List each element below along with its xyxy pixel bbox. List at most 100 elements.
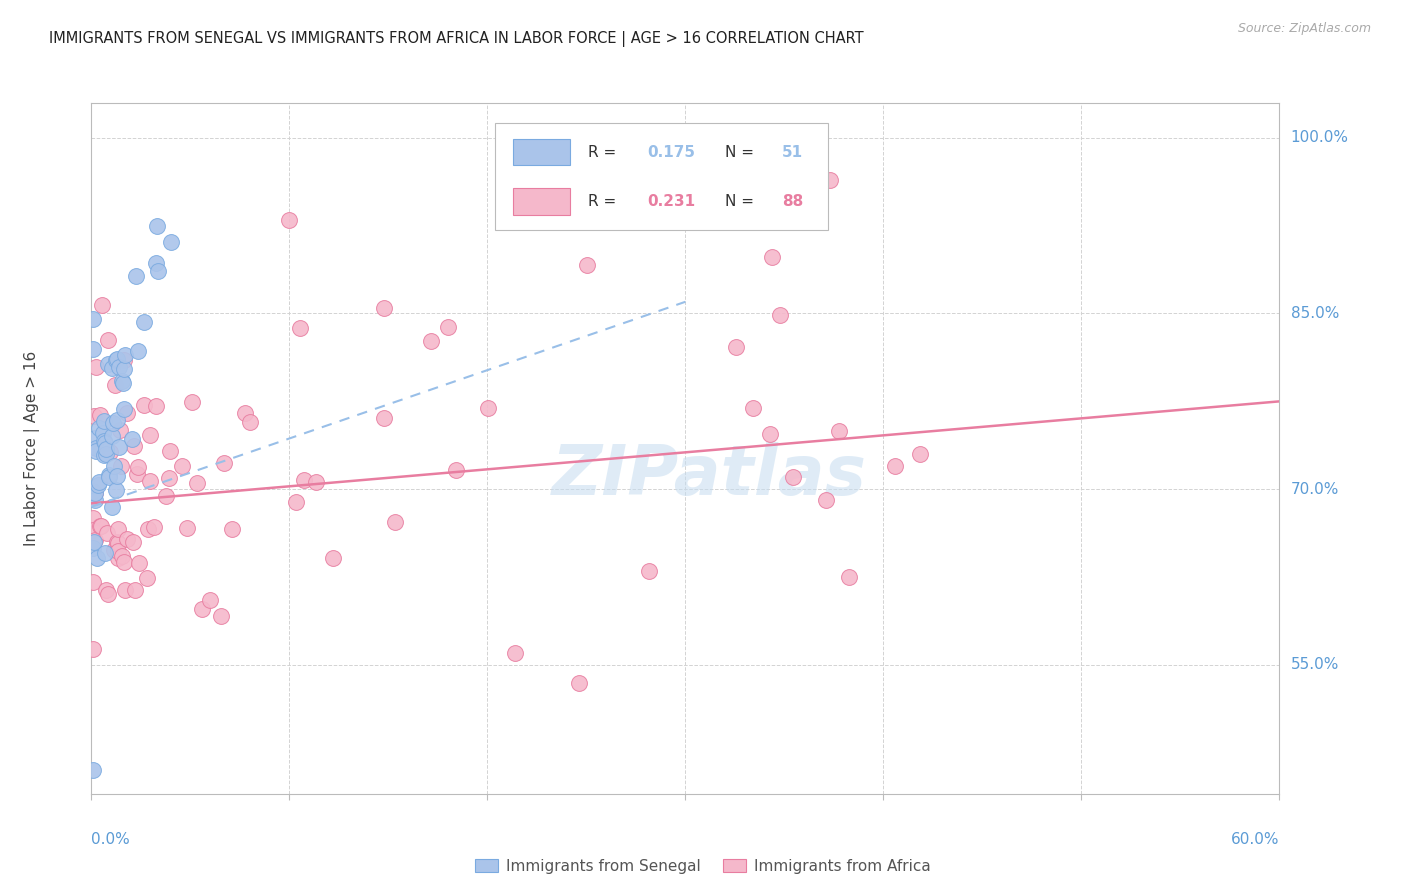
Point <box>294 473 316 487</box>
Point <box>420 334 443 348</box>
Point <box>322 551 344 566</box>
Point <box>117 533 139 547</box>
Point <box>288 320 311 334</box>
Text: R =: R = <box>588 145 621 160</box>
Point <box>93 414 115 428</box>
Point <box>135 571 157 585</box>
Text: 85.0%: 85.0% <box>1291 306 1339 321</box>
Point <box>89 518 111 533</box>
Text: 70.0%: 70.0% <box>1291 482 1339 497</box>
Point <box>444 463 467 477</box>
Point <box>239 416 262 430</box>
Point <box>741 401 763 415</box>
Point <box>125 268 148 283</box>
Point <box>145 255 167 269</box>
Text: ZIPatlas: ZIPatlas <box>551 442 866 509</box>
Point <box>122 439 145 453</box>
Point <box>105 352 128 367</box>
Point <box>159 235 181 249</box>
Text: In Labor Force | Age > 16: In Labor Force | Age > 16 <box>24 351 39 546</box>
Point <box>122 534 145 549</box>
Point <box>221 522 243 536</box>
Point <box>136 522 159 536</box>
Point <box>86 551 108 566</box>
Text: 51: 51 <box>782 145 803 160</box>
Point <box>97 357 120 371</box>
Point <box>103 378 125 392</box>
Point <box>180 395 202 409</box>
Point <box>198 592 221 607</box>
Text: 55.0%: 55.0% <box>1291 657 1339 673</box>
Point <box>782 470 804 484</box>
Point <box>373 410 395 425</box>
Point <box>503 646 526 660</box>
Point <box>110 423 132 437</box>
Point <box>191 601 214 615</box>
Point <box>139 474 162 488</box>
Point <box>828 424 851 438</box>
Point <box>100 429 122 443</box>
Point <box>761 250 783 264</box>
Text: N =: N = <box>724 194 758 209</box>
Point <box>93 448 115 462</box>
Point <box>114 583 136 598</box>
Point <box>114 348 136 362</box>
Point <box>83 409 105 423</box>
Point <box>111 549 134 564</box>
Point <box>304 475 326 489</box>
Point <box>112 361 135 376</box>
Point <box>146 219 169 233</box>
Text: 0.0%: 0.0% <box>91 832 131 847</box>
Point <box>112 352 135 367</box>
Text: 60.0%: 60.0% <box>1232 832 1279 847</box>
Point <box>146 263 169 277</box>
Point <box>82 483 104 498</box>
Point <box>97 587 120 601</box>
FancyBboxPatch shape <box>495 123 828 230</box>
Point <box>87 478 110 492</box>
Text: 100.0%: 100.0% <box>1291 130 1348 145</box>
Point <box>82 641 104 656</box>
Bar <box>513 139 571 166</box>
Point <box>98 467 121 482</box>
Point <box>233 406 256 420</box>
Text: 0.175: 0.175 <box>647 145 696 160</box>
Point <box>87 475 110 489</box>
Point <box>436 320 458 334</box>
Point <box>105 469 128 483</box>
Point <box>103 459 125 474</box>
Point <box>84 441 107 455</box>
Point <box>101 500 124 514</box>
Point <box>127 460 149 475</box>
Point <box>127 343 149 358</box>
Point <box>84 492 107 507</box>
Bar <box>513 188 571 215</box>
Point <box>112 555 135 569</box>
Text: R =: R = <box>588 194 621 209</box>
Point <box>818 172 841 186</box>
Point <box>93 434 115 448</box>
Point <box>838 570 860 584</box>
Point <box>96 583 118 598</box>
Point <box>103 543 125 558</box>
Point <box>82 511 104 525</box>
Point <box>98 445 121 459</box>
Point <box>284 494 307 508</box>
Point <box>94 435 117 450</box>
Point <box>96 525 118 540</box>
Point <box>759 426 782 441</box>
Text: 0.231: 0.231 <box>647 194 696 209</box>
Point <box>101 360 124 375</box>
Point <box>91 298 114 312</box>
Point <box>97 333 120 347</box>
Point <box>107 522 129 536</box>
Point <box>209 609 232 624</box>
Point <box>82 312 104 326</box>
Point <box>84 485 107 500</box>
Point <box>132 315 155 329</box>
Point <box>112 402 135 417</box>
Point <box>94 545 117 559</box>
Point <box>89 409 111 423</box>
Point <box>176 520 198 534</box>
Point <box>107 440 129 454</box>
